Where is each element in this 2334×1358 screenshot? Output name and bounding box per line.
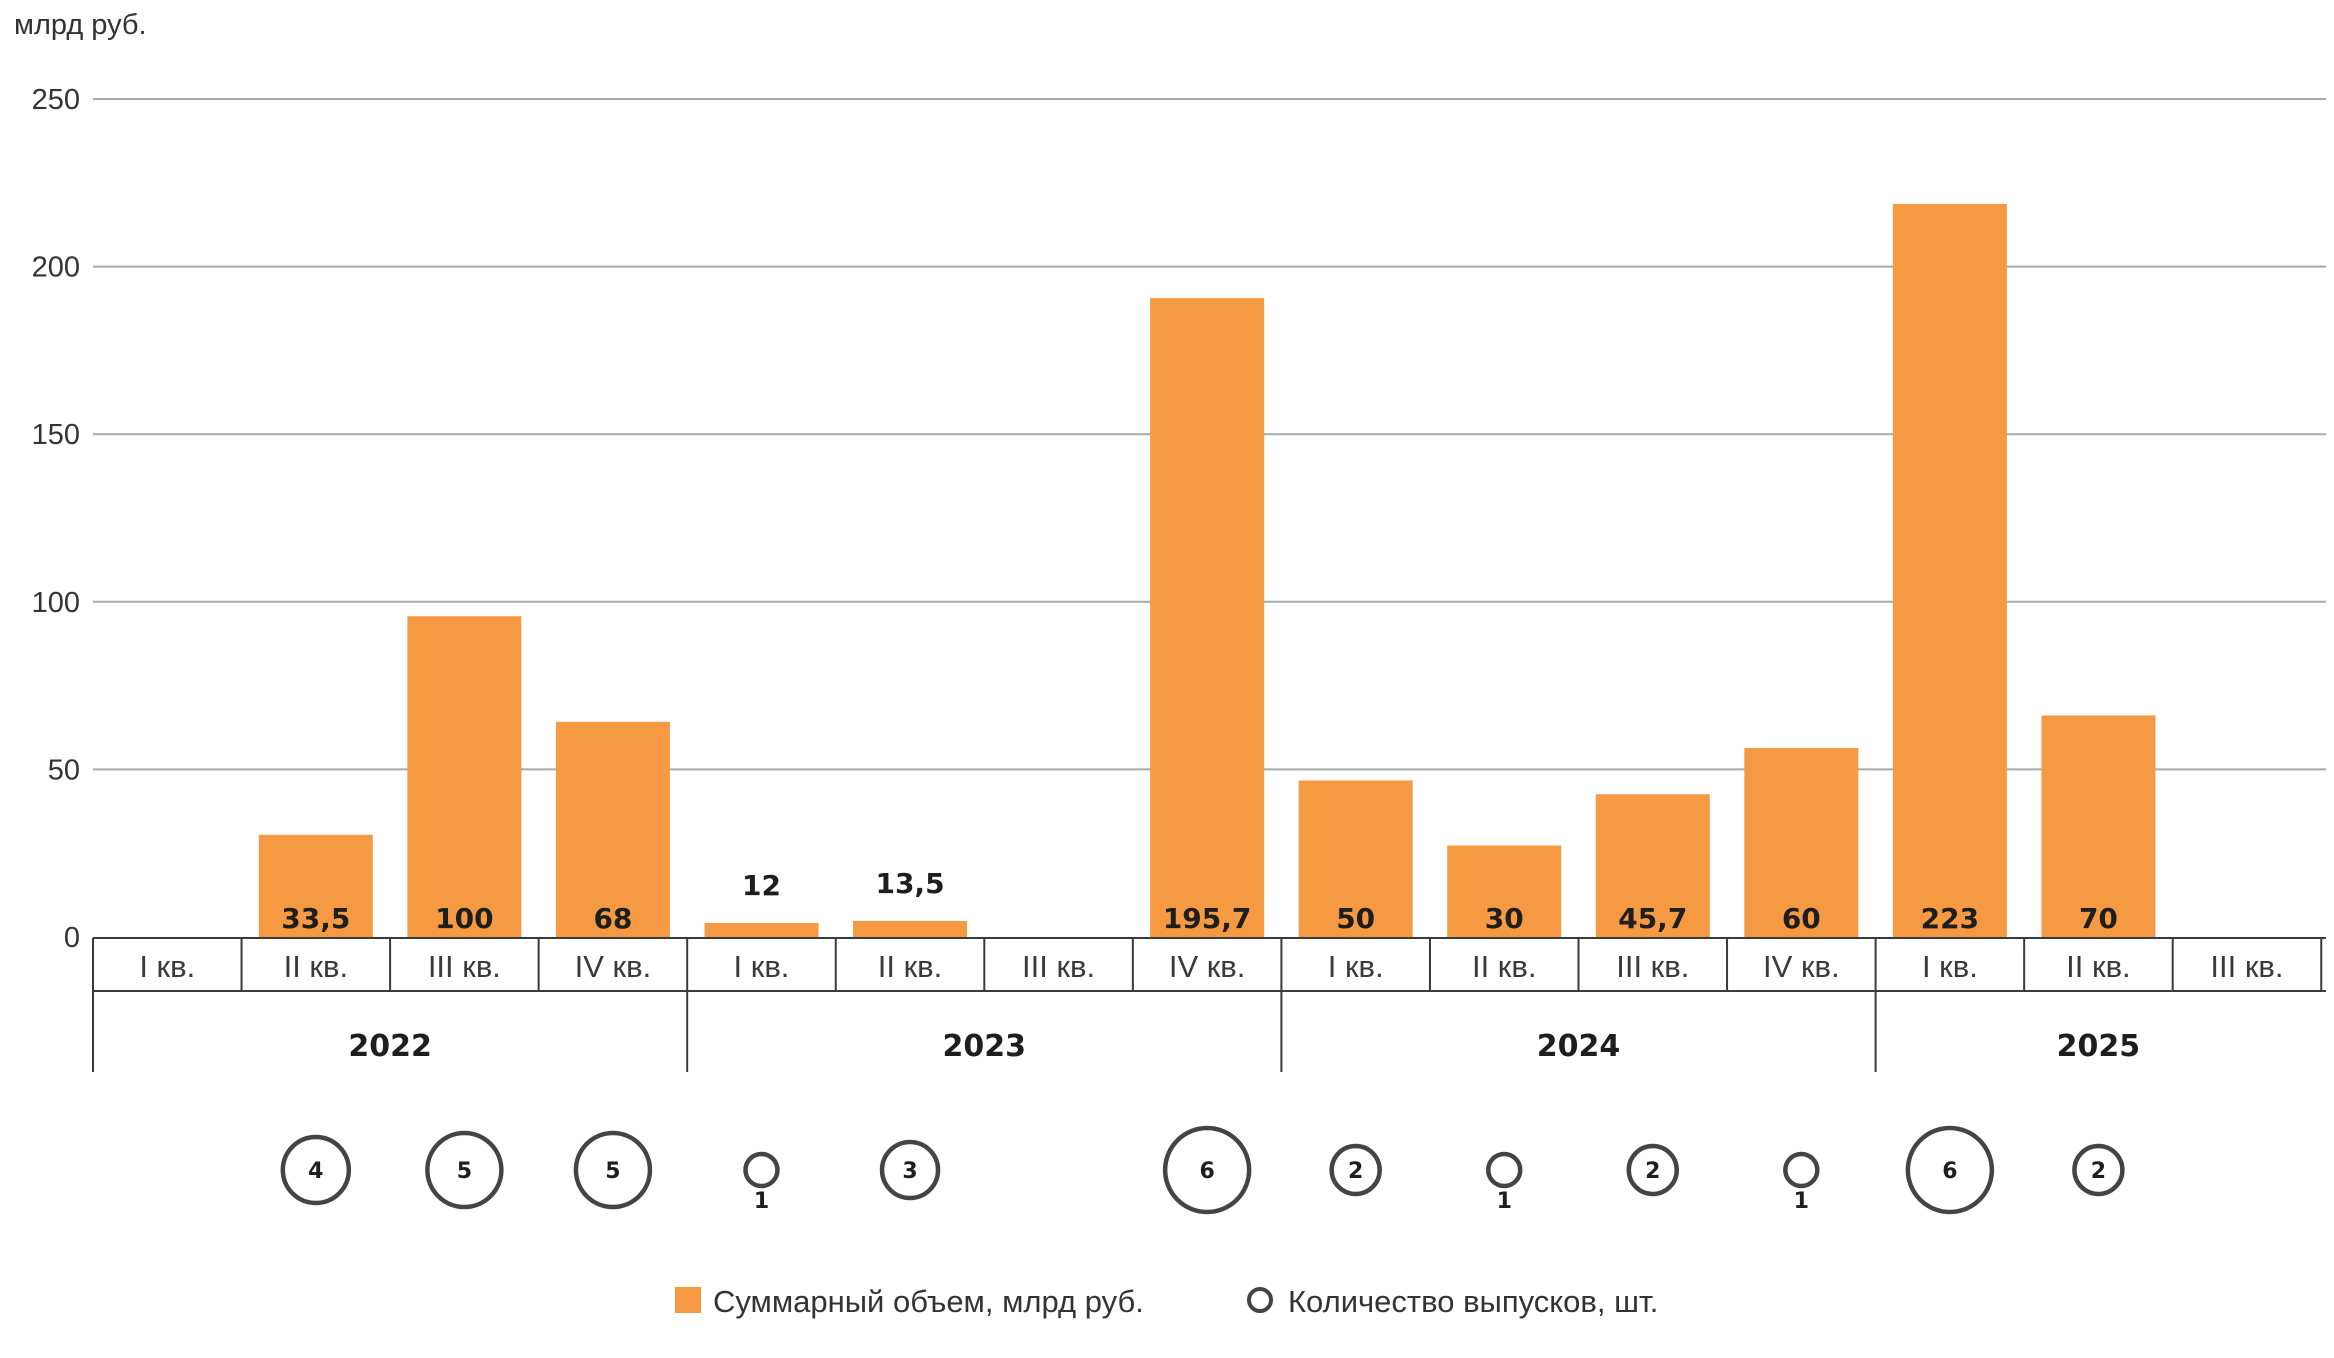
count-label: 1 xyxy=(754,1189,769,1214)
bar-label: 60 xyxy=(1782,902,1821,935)
bar xyxy=(1298,780,1413,937)
bar xyxy=(2041,715,2156,937)
count-label: 6 xyxy=(1199,1159,1214,1184)
year-label: 2023 xyxy=(943,1029,1027,1064)
x-tick-label: I кв. xyxy=(1922,949,1978,984)
count-bubble xyxy=(2072,1143,2125,1197)
y-tick-label: 50 xyxy=(48,754,80,786)
bar-label: 70 xyxy=(2079,902,2118,935)
legend-label-volume: Суммарный объем, млрд руб. xyxy=(713,1284,1144,1319)
count-label: 6 xyxy=(1942,1159,1957,1184)
count-bubble xyxy=(1783,1151,1820,1189)
x-tick-label: III кв. xyxy=(1616,949,1689,984)
bar xyxy=(853,920,968,937)
count-bubble xyxy=(1329,1143,1382,1197)
bar xyxy=(1892,203,2007,937)
count-label: 2 xyxy=(1645,1159,1660,1184)
count-bubbles: 4 5 5 1 3 6 2 1 2 1 6 2 xyxy=(280,1125,2125,1215)
y-tick-label: 150 xyxy=(32,419,80,451)
count-bubble xyxy=(280,1134,352,1206)
count-label: 4 xyxy=(308,1159,323,1184)
bar xyxy=(1744,747,1859,937)
y-tick-label: 0 xyxy=(64,922,80,954)
x-tick-label: III кв. xyxy=(1022,949,1095,984)
x-tick-label: I кв. xyxy=(139,949,195,984)
year-label: 2025 xyxy=(2057,1029,2141,1064)
count-label: 5 xyxy=(605,1159,620,1184)
bar xyxy=(1150,298,1265,938)
count-bubble xyxy=(743,1151,780,1189)
x-tick-label: III кв. xyxy=(2210,949,2283,984)
y-tick-labels: 0 50 100 150 200 250 xyxy=(32,84,80,954)
count-label: 1 xyxy=(1497,1189,1512,1214)
bar-label: 45,7 xyxy=(1618,902,1687,935)
count-bubble xyxy=(1905,1125,1995,1215)
bar-data-labels: 33,5 100 68 12 13,5 195,7 50 30 45,7 60 223 70 xyxy=(281,867,2118,935)
count-bubble xyxy=(1485,1151,1523,1189)
count-label: 2 xyxy=(2091,1159,2106,1184)
legend: Суммарный объем, млрд руб. Количество вы… xyxy=(675,1284,1658,1319)
count-bubble xyxy=(573,1130,653,1210)
count-label: 5 xyxy=(457,1159,472,1184)
bar xyxy=(407,616,522,937)
count-bubble xyxy=(1162,1125,1252,1215)
bar xyxy=(1447,845,1562,937)
bar xyxy=(555,721,670,937)
x-tick-label: II кв. xyxy=(1472,949,1536,984)
bar xyxy=(704,922,819,937)
x-tick-label: I кв. xyxy=(1328,949,1384,984)
legend-swatch-count xyxy=(1247,1287,1273,1313)
year-label: 2022 xyxy=(348,1029,432,1064)
x-tick-label: II кв. xyxy=(878,949,942,984)
bar-label: 12 xyxy=(742,869,781,902)
y-tick-label: 100 xyxy=(32,587,80,619)
bar-label: 223 xyxy=(1921,902,1979,935)
y-tick-label: 250 xyxy=(32,84,80,116)
bar-label: 100 xyxy=(435,902,493,935)
count-bubble xyxy=(1626,1143,1680,1197)
x-tick-label: IV кв. xyxy=(575,949,652,984)
bar-label: 13,5 xyxy=(875,867,944,900)
bars xyxy=(258,203,2156,938)
x-tick-label: II кв. xyxy=(284,949,348,984)
count-bubble xyxy=(879,1139,941,1201)
bar xyxy=(258,834,373,937)
x-tick-label: I кв. xyxy=(734,949,790,984)
y-tick-label: 200 xyxy=(32,252,80,284)
legend-label-count: Количество выпусков, шт. xyxy=(1288,1284,1658,1319)
bar-label: 195,7 xyxy=(1163,902,1252,935)
count-label: 1 xyxy=(1794,1189,1809,1214)
count-label: 3 xyxy=(902,1159,917,1184)
bar-label: 50 xyxy=(1336,902,1375,935)
bar-label: 30 xyxy=(1485,902,1524,935)
legend-swatch-volume xyxy=(675,1287,701,1313)
bar-label: 33,5 xyxy=(281,902,350,935)
x-tick-label: II кв. xyxy=(2066,949,2130,984)
x-axis: I кв. II кв. III кв. IV кв. I кв. II кв. III к… xyxy=(92,937,2326,1072)
count-bubble xyxy=(425,1130,504,1210)
x-tick-label: III кв. xyxy=(428,949,501,984)
bar xyxy=(1595,794,1710,937)
x-tick-label: IV кв. xyxy=(1169,949,1246,984)
count-label: 2 xyxy=(1348,1159,1363,1184)
y-axis-title: млрд руб. xyxy=(14,9,147,41)
bar-label: 68 xyxy=(593,902,632,935)
x-tick-label: IV кв. xyxy=(1763,949,1840,984)
year-label: 2024 xyxy=(1537,1029,1621,1064)
